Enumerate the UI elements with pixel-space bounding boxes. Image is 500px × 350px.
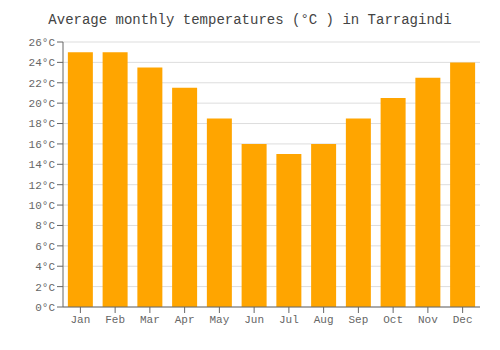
svg-text:16°C: 16°C (29, 139, 56, 151)
svg-text:Oct: Oct (383, 314, 403, 326)
svg-text:24°C: 24°C (29, 57, 56, 69)
svg-text:Sep: Sep (348, 314, 368, 326)
svg-text:Dec: Dec (453, 314, 473, 326)
svg-text:Apr: Apr (175, 314, 195, 326)
svg-text:22°C: 22°C (29, 78, 56, 90)
svg-text:26°C: 26°C (29, 37, 56, 49)
svg-text:10°C: 10°C (29, 200, 56, 212)
svg-text:18°C: 18°C (29, 118, 56, 130)
svg-text:2°C: 2°C (35, 282, 55, 294)
svg-text:May: May (209, 314, 229, 326)
svg-text:14°C: 14°C (29, 159, 56, 171)
svg-text:Feb: Feb (105, 314, 125, 326)
html-text:Average monthly temperatures (: Average monthly temperatures (°C ) in Ta… (48, 12, 452, 28)
svg-text:12°C: 12°C (29, 180, 56, 192)
svg-text:Jul: Jul (279, 314, 299, 326)
svg-text:20°C: 20°C (29, 98, 56, 110)
svg-text:Mar: Mar (140, 314, 160, 326)
svg-text:8°C: 8°C (35, 220, 55, 232)
svg-text:6°C: 6°C (35, 241, 55, 253)
svg-text:Jan: Jan (70, 314, 90, 326)
svg-text:0°C: 0°C (35, 302, 55, 314)
svg-text:Nov: Nov (418, 314, 438, 326)
svg-text:Jun: Jun (244, 314, 264, 326)
svg-text:4°C: 4°C (35, 261, 55, 273)
svg-text:Aug: Aug (314, 314, 334, 326)
